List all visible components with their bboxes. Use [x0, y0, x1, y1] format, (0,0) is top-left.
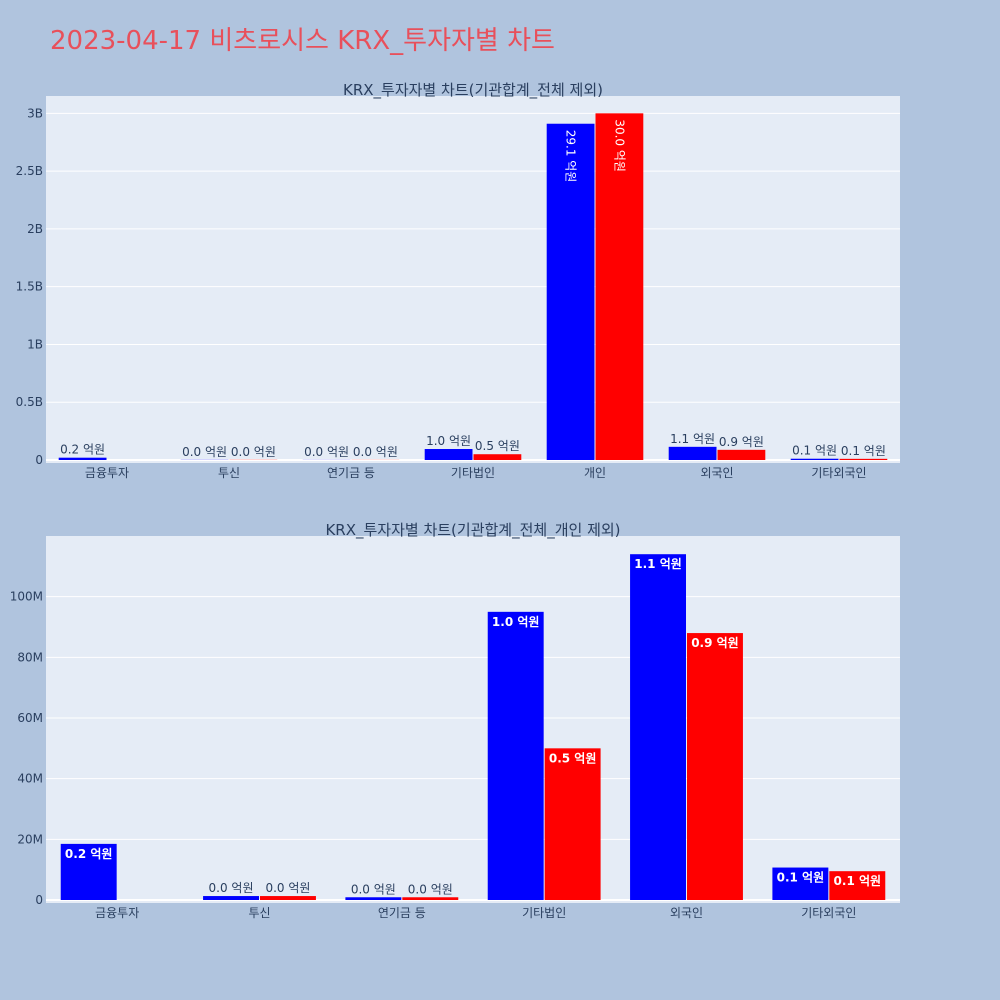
y-tick-label: 0.5B [16, 395, 43, 409]
bar-blue [772, 867, 829, 900]
page-title: 2023-04-17 비츠로시스 KRX_투자자별 차트 [50, 26, 555, 56]
bar-value-label: 0.0 억원 [353, 445, 398, 459]
x-tick-label: 기타외국인 [801, 906, 856, 920]
bar-value-label: 29.1 억원 [564, 130, 578, 183]
x-tick-label: 금융투자 [95, 906, 139, 920]
bar-red [402, 897, 459, 900]
x-tick-label: 금융투자 [85, 466, 129, 480]
bar-value-label: 0.2 억원 [60, 443, 105, 457]
bar-value-label: 1.0 억원 [426, 434, 471, 448]
bar-blue [546, 123, 595, 460]
x-tick-label: 투신 [248, 906, 270, 920]
x-tick-label: 외국인 [700, 466, 733, 480]
bar-value-label: 0.0 억원 [351, 882, 396, 896]
bar-red [687, 633, 743, 900]
bar-blue [424, 449, 473, 460]
bar-blue [790, 458, 839, 460]
bar-value-label: 0.9 억원 [719, 435, 764, 449]
bar-value-label: 0.1 억원 [841, 444, 886, 458]
bar-value-label: 0.2 억원 [65, 847, 113, 861]
bar-value-label: 0.1 억원 [792, 444, 837, 458]
bar-value-label: 0.0 억원 [182, 445, 227, 459]
bar-value-label: 1.1 억원 [634, 557, 682, 571]
y-tick-label: 20M [17, 832, 43, 846]
bar-value-label: 0.0 억원 [209, 881, 254, 895]
bar-blue [668, 446, 717, 460]
bar-blue [58, 457, 107, 460]
y-tick-label: 3B [27, 106, 43, 120]
bar-value-label: 0.0 억원 [265, 881, 310, 895]
x-tick-label: 기타외국인 [811, 466, 866, 480]
bar-blue [487, 611, 544, 900]
x-tick-label: 투신 [218, 466, 240, 480]
bar-value-label: 0.9 억원 [691, 636, 739, 650]
x-tick-label: 연기금 등 [378, 906, 426, 920]
bar-red [544, 748, 601, 900]
chart-title: KRX_투자자별 차트(기관합계_전체 제외) [343, 81, 603, 100]
bar-value-label: 0.5 억원 [549, 751, 597, 765]
plot-area [46, 96, 900, 463]
bar-red [829, 871, 886, 900]
x-tick-label: 연기금 등 [327, 466, 375, 480]
bar-value-label: 1.1 억원 [670, 432, 715, 446]
bar-blue [203, 896, 259, 900]
y-tick-label: 2B [27, 222, 43, 236]
bar-red [717, 449, 766, 460]
bar-value-label: 0.1 억원 [834, 874, 882, 888]
bar-red [260, 896, 316, 900]
bar-value-label: 0.0 억원 [408, 882, 453, 896]
x-tick-label: 개인 [584, 466, 606, 480]
bar-red [473, 454, 522, 460]
y-tick-label: 2.5B [16, 164, 43, 178]
bar-value-label: 30.0 억원 [612, 119, 626, 172]
bar-value-label: 1.0 억원 [492, 615, 540, 629]
bar-value-label: 0.0 억원 [231, 445, 276, 459]
chart-1: 0 0.5B 1B 1.5B 2B 2.5B 3B KRX_투자자별 차트(기관합계_전체 제… [16, 81, 900, 480]
bar-value-label: 0.1 억원 [777, 871, 825, 885]
y-tick-label: 0 [35, 453, 43, 467]
bar-red [595, 113, 644, 460]
y-tick-label: 80M [17, 650, 43, 664]
y-tick-label: 0 [35, 893, 43, 907]
bar-blue [345, 897, 402, 900]
x-tick-label: 외국인 [670, 906, 703, 920]
bar-blue [60, 843, 117, 900]
x-tick-label: 기타법인 [451, 466, 495, 480]
y-tick-label: 1B [27, 337, 43, 351]
plot-area [46, 536, 900, 903]
bar-red [839, 458, 888, 460]
bar-value-label: 0.5 억원 [475, 439, 520, 453]
y-tick-label: 60M [17, 711, 43, 725]
bar-blue [630, 554, 686, 900]
chart-2: 0 20M 40M 60M 80M 100M KRX_투자자별 차트(기관합계_전체_개인 … [10, 521, 900, 920]
y-tick-label: 1.5B [16, 280, 43, 294]
x-tick-label: 기타법인 [522, 906, 566, 920]
y-tick-label: 100M [10, 590, 43, 604]
chart-title: KRX_투자자별 차트(기관합계_전체_개인 제외) [325, 521, 620, 540]
bar-value-label: 0.0 억원 [304, 445, 349, 459]
y-tick-label: 40M [17, 772, 43, 786]
